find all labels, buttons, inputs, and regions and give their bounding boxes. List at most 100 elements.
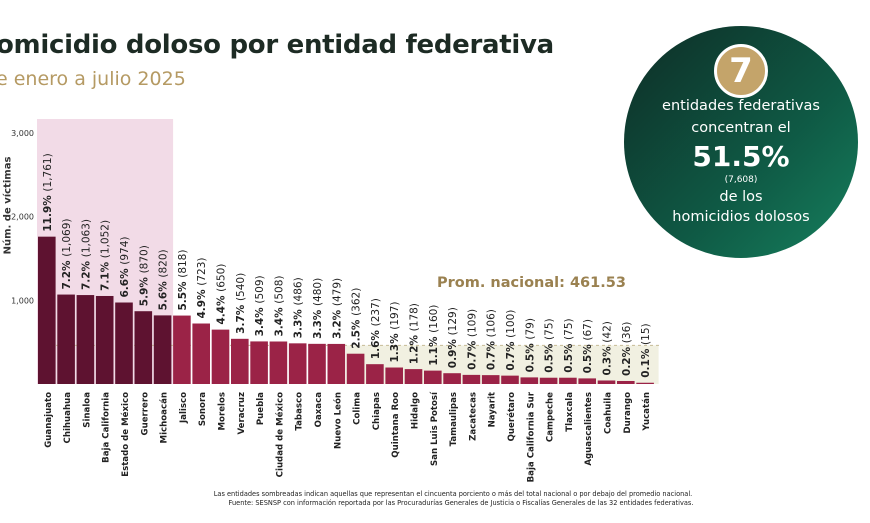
bar <box>617 380 635 384</box>
bar <box>134 311 153 384</box>
bar-value-label: 4.4% (650) <box>216 264 228 325</box>
bar-value-label: 0.5% (67) <box>582 319 594 373</box>
bar <box>385 367 403 384</box>
bar-value-label: 1.3% (197) <box>389 302 401 363</box>
category-label: Coahuila <box>604 392 614 434</box>
badge-text-line2: concentran el <box>691 120 791 136</box>
category-label: Michoacán <box>160 392 170 443</box>
y-tick-label: 2,000 <box>11 213 34 222</box>
badge-count: (7,608) <box>724 175 758 185</box>
bar-value-label: 7.1% (1,052) <box>100 220 112 291</box>
category-label: Campeche <box>546 392 556 442</box>
bar <box>308 343 326 384</box>
category-label: Zacatecas <box>468 392 478 441</box>
bar <box>597 380 616 384</box>
bar <box>192 323 210 384</box>
bar <box>327 343 346 384</box>
category-label: Sonora <box>198 392 208 426</box>
bar-value-label: 0.2% (36) <box>621 322 633 376</box>
bar-value-label: 0.7% (106) <box>486 309 498 370</box>
badge-text-line3: de los <box>719 189 763 205</box>
bar-value-label: 0.5% (75) <box>544 318 556 372</box>
badge-number: 7 <box>714 44 768 98</box>
category-label: Nuevo León <box>332 392 343 449</box>
bar <box>115 302 133 384</box>
summary-badge: 7 entidades federativas concentran el 51… <box>624 26 858 258</box>
bar-value-label: 0.5% (75) <box>563 318 575 372</box>
category-label: Yucatán <box>642 392 652 432</box>
category-label: Querétaro <box>506 392 517 441</box>
bar-value-label: 11.9% (1,761) <box>42 153 54 231</box>
average-label: Prom. nacional: 461.53 <box>437 275 626 291</box>
bar-value-label: 0.3% (42) <box>602 321 614 375</box>
bar <box>424 370 442 384</box>
bar-value-label: 5.9% (870) <box>138 245 150 306</box>
category-label: Ciudad de México <box>274 392 285 477</box>
bar-value-label: 3.3% (480) <box>312 278 324 339</box>
category-label: Colima <box>353 392 363 425</box>
bar <box>269 341 288 384</box>
category-label: Sinaloa <box>82 392 92 428</box>
y-tick-label: 1,000 <box>11 296 34 305</box>
bar-value-label: 7.2% (1,069) <box>61 219 73 290</box>
bar <box>636 382 654 384</box>
bar-value-label: 1.1% (160) <box>428 305 440 366</box>
bar-value-label: 3.4% (509) <box>254 275 266 336</box>
bar-value-label: 3.2% (479) <box>331 278 343 339</box>
bar <box>288 343 307 384</box>
bar-value-label: 0.9% (129) <box>447 307 459 368</box>
bar <box>173 315 191 384</box>
bar-value-label: 2.5% (362) <box>351 288 363 349</box>
category-label: Estado de México <box>120 392 131 477</box>
bar-value-label: 5.5% (818) <box>177 250 189 311</box>
category-label: Tamaulipas <box>449 392 459 446</box>
bar <box>501 375 519 384</box>
category-label: Oaxaca <box>314 392 324 428</box>
category-label: Guanajuato <box>44 392 54 448</box>
y-tick-label: 3,000 <box>11 129 34 138</box>
bar <box>520 377 539 384</box>
footer-note: Las entidades sombreadas indican aquella… <box>213 490 693 498</box>
bar-value-label: 0.7% (100) <box>505 310 517 371</box>
page-subtitle: e enero a julio 2025 <box>0 68 186 90</box>
bar <box>539 377 558 384</box>
category-label: Guerrero <box>140 392 150 436</box>
bar <box>481 375 500 384</box>
bar <box>559 377 577 384</box>
category-label: Jalisco <box>179 392 189 424</box>
category-label: Veracruz <box>237 392 247 435</box>
category-label: Tabasco <box>295 392 305 431</box>
bar <box>38 236 56 384</box>
badge-text-line1: entidades federativas <box>662 98 820 114</box>
bar <box>366 364 384 384</box>
bar-value-label: 3.7% (540) <box>235 273 247 334</box>
bar <box>211 329 230 384</box>
category-label: Hidalgo <box>411 392 421 429</box>
category-label: Morelos <box>218 392 228 431</box>
page-title: omicidio doloso por entidad federativa <box>0 30 554 60</box>
category-label: Tlaxcala <box>565 392 575 432</box>
category-label: Puebla <box>256 392 266 425</box>
bar-value-label: 3.4% (508) <box>273 275 285 336</box>
bar-value-label: 3.3% (486) <box>293 277 305 338</box>
category-label: Durango <box>623 392 633 434</box>
bar-value-label: 1.6% (237) <box>370 298 382 359</box>
bar <box>95 295 114 384</box>
bar <box>462 374 481 384</box>
bar <box>57 294 75 384</box>
bar-value-label: 0.5% (79) <box>524 318 536 372</box>
bar-value-label: 5.6% (820) <box>158 249 170 310</box>
badge-percent: 51.5% <box>692 140 790 173</box>
bar <box>231 338 249 384</box>
footer-source: Fuente: SESNSP con información reportada… <box>228 499 694 507</box>
bar <box>346 353 365 384</box>
bar <box>443 373 461 384</box>
bar-value-label: 1.2% (178) <box>409 303 421 364</box>
bar <box>404 369 423 384</box>
bar <box>578 378 596 384</box>
category-label: San Luis Potosí <box>430 391 440 466</box>
bar-value-label: 0.1% (15) <box>640 323 652 377</box>
category-label: Chiapas <box>372 392 382 430</box>
category-label: Nayarit <box>488 392 498 427</box>
